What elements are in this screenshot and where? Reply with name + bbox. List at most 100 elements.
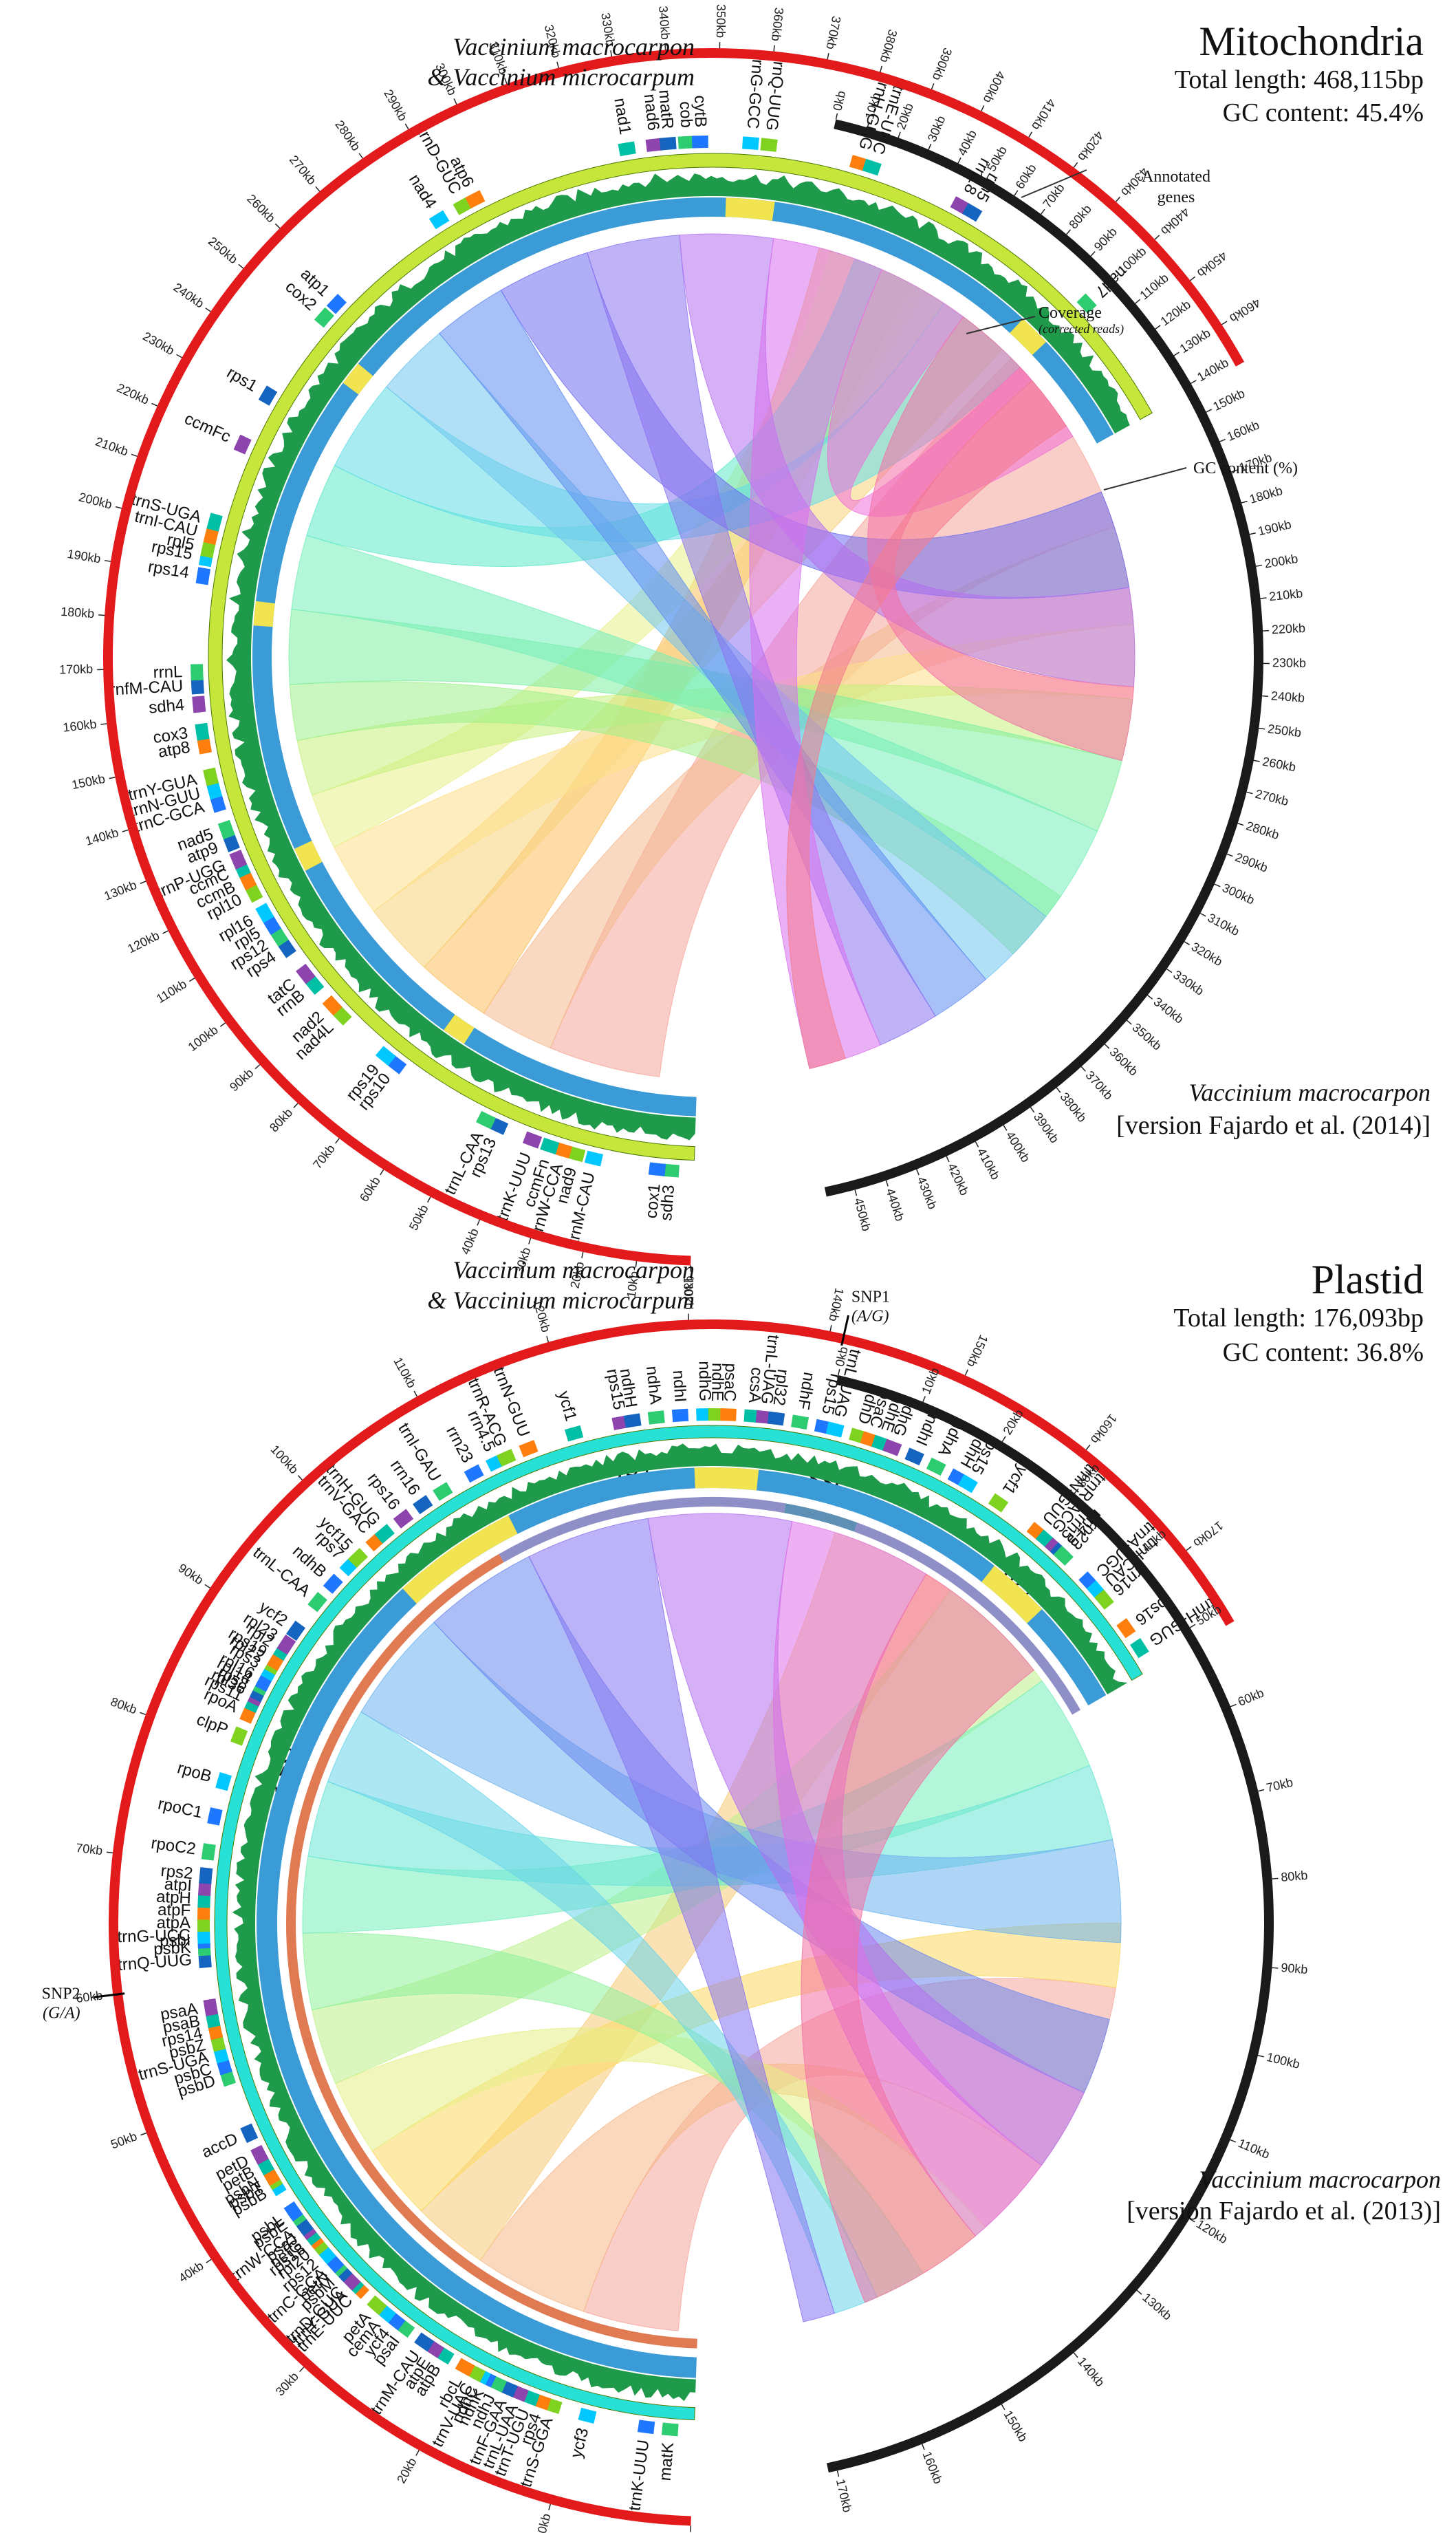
mito-gene-marker [203,767,219,786]
mito-gene-label: cox1 [642,1183,664,1219]
mito-chord [439,290,987,1017]
plastid-ref-tick [1272,1877,1279,1879]
mito-query-tick-label: 90kb [227,1066,256,1094]
mito-ref-tick [1104,1044,1110,1049]
mito-ref-tick-label: 90kb [1091,225,1120,254]
plastid-gene-label: atpI [164,1875,193,1895]
mito-ref-tick [975,1141,979,1147]
plastid-low-coverage-segment [694,1467,759,1491]
plastid-query-tick-label: 130kb [681,1275,696,1310]
plastid-gene-marker [276,1635,296,1655]
mito-gene-ring [208,153,1153,1161]
mito-query-tick-label: 440kb [1158,205,1192,238]
plastid-snp1-allele: (A/G) [851,1308,889,1326]
mito-chord [587,235,936,1046]
plastid-gene-label: ndhF [794,1370,818,1411]
mito-query-tick-label: 340kb [656,6,673,40]
mito-query-tick-label: 120kb [125,929,162,956]
mito-ref-tick-label: 400kb [1003,1129,1033,1165]
plastid-gene-marker [1053,1545,1074,1566]
mito-ref-tick-label: 110kb [1137,271,1171,303]
plastid-gene-marker [564,1425,584,1442]
mito-gene-marker [322,995,343,1016]
mito-gene-marker [206,780,223,800]
mito-query-tick [1115,196,1121,202]
plastid-gene-marker [286,1620,306,1641]
plastid-ref-tick [1230,1703,1237,1707]
mito-ref-tick-label: 320kb [1189,940,1225,969]
plastid-ref-axis [826,1375,1274,2473]
mito-gene-marker [540,1137,560,1155]
plastid-ref-tick-label: 170kb [834,2478,854,2514]
plastid-query-tick [548,2503,552,2510]
mito-query-tick-label: 280kb [332,118,363,153]
mito-ref-tick [1261,695,1269,697]
mito-ref-tick-label: 370kb [1083,1068,1116,1103]
plastid-synteny-chords [302,1513,1122,2331]
plastid-ref-tick-label: 60kb [1236,1685,1266,1708]
mito-ref-tick [1056,1087,1061,1093]
mito-ref-tick-label: 70kb [1040,181,1067,211]
mito-gene-marker [618,141,636,157]
plastid-gene-marker [904,1447,924,1466]
mito-gene-label: cob [676,101,696,129]
plastid-ref-tick [1001,2404,1006,2411]
plastid-query-tick-label: 140kb [826,1287,846,1323]
mito-gc-pointer [1103,467,1187,491]
mito-gene-marker [191,678,204,695]
mito-query-tick-label: 290kb [381,87,410,123]
mito-query-tick [1073,162,1078,168]
mito-chord [291,535,1098,917]
plastid-gene-marker [250,2144,269,2165]
mito-query-tick [293,1103,298,1108]
mito-ref-tick-label: 180kb [1248,484,1284,506]
mito-query-tick [581,1251,584,1258]
plastid-ref-tick-label: 80kb [1281,1868,1308,1884]
plastid-gene-label: psbI [160,1931,191,1951]
plastid-gene-label: rpl32 [770,1368,793,1407]
mito-ref-tick-label: 80kb [1066,202,1094,232]
plastid-ref-tick [1136,2289,1142,2295]
plastid-ref-tick-label: 90kb [1281,1961,1309,1976]
mito-ref-tick-label: 140kb [1195,356,1231,385]
mito-query-tick-label: 40kb [458,1227,481,1257]
mito-query-tick [122,829,129,832]
mito-low-coverage-segment [294,841,323,871]
plastid-query-axis [109,1319,1235,2526]
plastid-gene-label: ndhA [642,1365,665,1405]
mito-ref-tick [1066,229,1072,235]
mito-query-tick-label: 410kb [1029,96,1058,132]
mito-ref-tick-label: 380kb [1057,1090,1089,1125]
plastid-gene-marker [215,1771,232,1791]
mito-query-tick [335,1138,340,1144]
plastid-ref-tick [1137,1551,1143,1557]
mito-low-coverage-segment [343,363,373,395]
mito-ref-tick-label: 130kb [1177,326,1213,356]
mito-ref-tick-label: 190kb [1257,517,1292,538]
mito-ref-version: [version Fajardo et al. (2014)] [1116,1111,1431,1140]
mito-ref-tick-label: 280kb [1244,819,1281,842]
mito-gene-marker [191,664,204,681]
mito-low-coverage-segment [253,601,275,627]
plastid-gc-content: GC content: 36.8% [1223,1338,1424,1367]
plastid-ref-version: [version Fajardo et al. (2013)] [1127,2197,1441,2225]
mito-query-tick-label: 380kb [878,28,900,65]
mito-gene-marker [522,1131,543,1149]
plastid-gene-marker [637,2419,655,2435]
mito-gene-marker [760,138,778,152]
mito-query-tick [358,153,363,159]
plastid-gene-marker [1116,1618,1136,1639]
plastid-query-tick-label: 50kb [109,2129,139,2151]
mito-ref-tick [835,113,838,120]
plastid-ref-tick [1257,2054,1264,2058]
plastid-gene-marker [307,1592,327,1613]
plastid-gene-label: psbK [153,1938,192,1959]
plastid-query-tick-label: 70kb [75,1841,103,1857]
mito-total-length: Total length: 468,115bp [1175,65,1424,94]
mito-ref-tick [1155,325,1161,330]
mito-query-tick-label: 240kb [171,280,207,310]
mito-ref-tick [1090,251,1096,257]
plastid-gene-label: ndhI [669,1370,690,1403]
plastid-query-tick [1085,1444,1091,1450]
mito-ref-tick [1214,883,1221,887]
